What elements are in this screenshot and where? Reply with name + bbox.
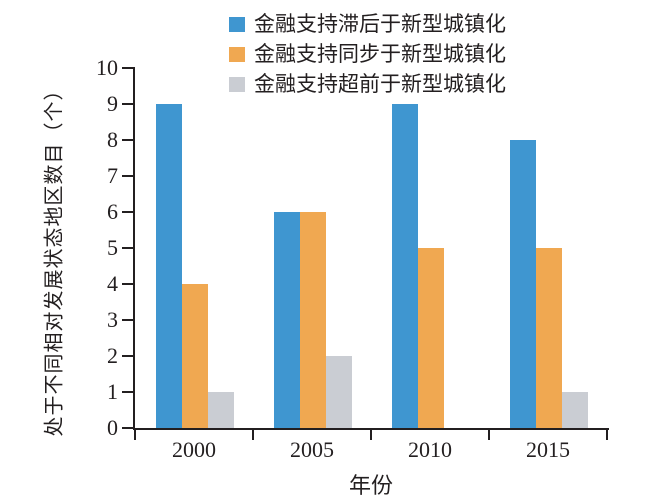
legend-item: 金融支持超前于新型城镇化: [229, 69, 506, 99]
legend: 金融支持滞后于新型城镇化 金融支持同步于新型城镇化 金融支持超前于新型城镇化: [229, 9, 506, 99]
legend-label: 金融支持同步于新型城镇化: [254, 42, 506, 66]
bar-2005-series-2: [326, 356, 352, 428]
bar-2000-series-1: [182, 284, 208, 428]
bar-2000-series-0: [156, 104, 182, 428]
x-tick-label: 2010: [408, 437, 452, 462]
legend-swatch-icon: [229, 76, 245, 92]
y-tick-label: 4: [107, 271, 118, 296]
bar-2015-series-2: [562, 392, 588, 428]
x-axis-title: 年份: [348, 473, 393, 498]
y-tick-label: 6: [107, 199, 118, 224]
y-tick-label: 1: [107, 379, 118, 404]
x-tick-mark: [134, 430, 136, 440]
y-tick-mark: [122, 427, 133, 429]
bar-2010-series-0: [392, 104, 418, 428]
legend-label: 金融支持滞后于新型城镇化: [254, 12, 506, 36]
bar-2000-series-2: [208, 392, 234, 428]
x-tick-label: 2000: [172, 437, 216, 462]
bar-2015-series-0: [510, 140, 536, 428]
y-tick-mark: [122, 355, 133, 357]
y-tick-mark: [122, 103, 133, 105]
x-axis-line: [133, 428, 609, 430]
legend-item: 金融支持同步于新型城镇化: [229, 39, 506, 69]
y-tick-label: 5: [107, 235, 118, 260]
y-tick-label: 2: [107, 343, 118, 368]
y-axis-title: 处于不同相对发展状态地区数目（个）: [43, 79, 66, 437]
bar-2015-series-1: [536, 248, 562, 428]
y-tick-mark: [122, 319, 133, 321]
x-tick-label: 2015: [526, 437, 570, 462]
y-tick-mark: [122, 67, 133, 69]
x-tick-mark: [488, 430, 490, 440]
y-tick-mark: [122, 139, 133, 141]
legend-swatch-icon: [229, 16, 245, 32]
bar-2005-series-1: [300, 212, 326, 428]
legend-label: 金融支持超前于新型城镇化: [254, 72, 506, 96]
x-tick-mark: [252, 430, 254, 440]
bar-2005-series-0: [274, 212, 300, 428]
legend-swatch-icon: [229, 46, 245, 62]
y-tick-label: 9: [107, 91, 118, 116]
legend-item: 金融支持滞后于新型城镇化: [229, 9, 506, 39]
bar-2010-series-1: [418, 248, 444, 428]
y-axis-line: [133, 67, 135, 430]
y-tick-mark: [122, 211, 133, 213]
x-tick-label: 2005: [290, 437, 334, 462]
y-tick-label: 10: [96, 55, 118, 80]
y-tick-mark: [122, 391, 133, 393]
x-tick-mark: [370, 430, 372, 440]
y-tick-mark: [122, 175, 133, 177]
y-tick-mark: [122, 283, 133, 285]
y-tick-label: 8: [107, 127, 118, 152]
y-tick-label: 7: [107, 163, 118, 188]
y-tick-label: 3: [107, 307, 118, 332]
y-tick-mark: [122, 247, 133, 249]
y-tick-label: 0: [107, 415, 118, 440]
x-tick-mark: [606, 430, 608, 440]
